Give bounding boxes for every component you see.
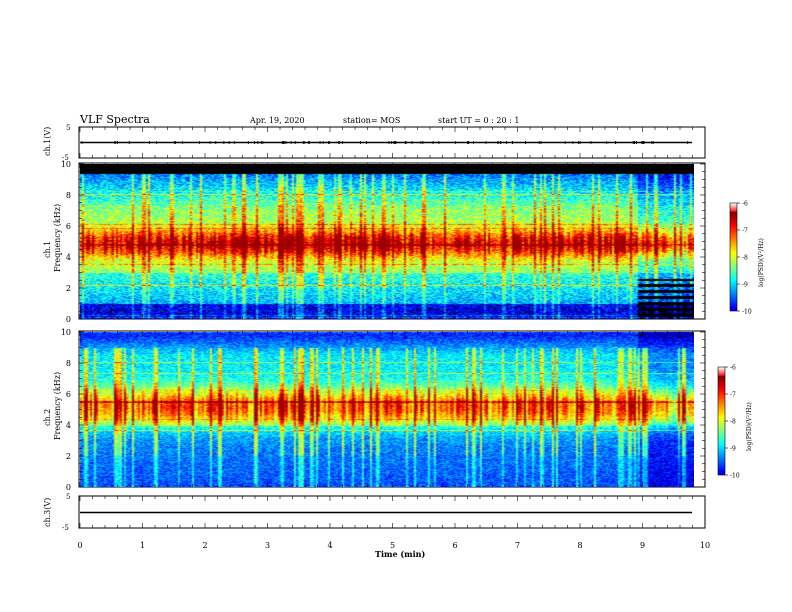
ch1-colorbar-label: log(PSD)(V²/Hz) [758, 238, 765, 287]
ch1-colorbar: -6 -7 -8 -9 -10 log(PSD)(V²/Hz) [729, 201, 765, 316]
ch1-waveform-ylabel: ch.1(V) [43, 127, 52, 156]
ch1-spectrogram-image [80, 164, 694, 319]
ch1-colorbar-gradient [730, 203, 737, 311]
ch2-spectrogram-image [80, 332, 694, 487]
x-tick-label: 6 [452, 541, 457, 550]
colorbar-tick-label: -10 [730, 473, 740, 480]
colorbar-tick-label: -7 [730, 392, 736, 399]
ch2-spec-ylabel: ch.2 [43, 409, 52, 426]
ch1-ytick-bottom: -5 [62, 154, 69, 162]
ch1-waveform-panel: 5 -5 ch.1(V) [43, 124, 706, 162]
y-tick-label: 8 [66, 359, 71, 368]
colorbar-tick-label: -7 [742, 228, 748, 235]
y-tick-label: 6 [66, 390, 71, 399]
ch2-colorbar-label: log(PSD)(V²/Hz) [746, 402, 753, 451]
x-tick-label: 7 [515, 541, 520, 550]
ch3-waveform-ylabel: ch.3(V) [43, 498, 52, 527]
figure-title: VLF Spectra [79, 113, 150, 126]
y-tick-label: 0 [66, 315, 71, 324]
colorbar-tick-label: -10 [742, 309, 752, 316]
colorbar-tick-label: -8 [742, 255, 748, 262]
y-tick-label: 10 [61, 328, 71, 337]
ch1-spec-ylabel: ch.1 [43, 241, 52, 258]
colorbar-tick-label: -8 [730, 419, 736, 426]
y-tick-label: 4 [66, 253, 71, 262]
x-tick-label: 3 [265, 541, 270, 550]
x-axis-label: Time (min) [375, 549, 425, 559]
ch3-waveform-panel: 5 -5 ch.3(V) [43, 493, 706, 532]
x-tick-label: 2 [202, 541, 207, 550]
x-tick-label: 0 [77, 541, 82, 550]
start-time-label: start UT = 0 : 20 : 1 [438, 116, 519, 125]
y-tick-label: 0 [66, 483, 71, 492]
ch1-spectrogram-panel: 0 2 4 6 8 10 ch.1 Frequency (kHz) [43, 160, 706, 324]
station-label: station= MOS [343, 116, 400, 125]
ch3-ytick-top: 5 [66, 493, 70, 501]
x-tick-label: 9 [640, 541, 645, 550]
y-tick-label: 6 [66, 222, 71, 231]
ch2-spec-ylabel-freq: Frequency (kHz) [53, 372, 62, 440]
ch3-ytick-bottom: -5 [62, 524, 69, 532]
x-tick-label: 4 [327, 541, 332, 550]
ch2-colorbar-gradient [718, 367, 725, 475]
colorbar-tick-label: -6 [742, 201, 748, 208]
y-tick-label: 4 [66, 421, 71, 430]
y-tick-label: 8 [66, 191, 71, 200]
colorbar-tick-label: -6 [730, 365, 736, 372]
colorbar-tick-label: -9 [730, 446, 736, 453]
x-tick-label: 8 [577, 541, 582, 550]
y-tick-label: 2 [66, 284, 71, 293]
ch1-ytick-top: 5 [66, 124, 70, 132]
x-tick-label: 5 [390, 541, 395, 550]
date-label: Apr. 19, 2020 [249, 116, 305, 125]
x-tick-label: 1 [140, 541, 145, 550]
y-tick-label: 2 [66, 452, 71, 461]
y-tick-label: 10 [61, 160, 71, 169]
ch1-spec-ylabel-freq: Frequency (kHz) [53, 204, 62, 272]
ch2-colorbar: -6 -7 -8 -9 -10 log(PSD)(V²/Hz) [717, 365, 753, 480]
ch2-spectrogram-panel: 0 2 4 6 8 10 ch.2 Frequency (kHz) [43, 328, 706, 492]
x-tick-label: 10 [700, 541, 710, 550]
colorbar-tick-label: -9 [742, 282, 748, 289]
